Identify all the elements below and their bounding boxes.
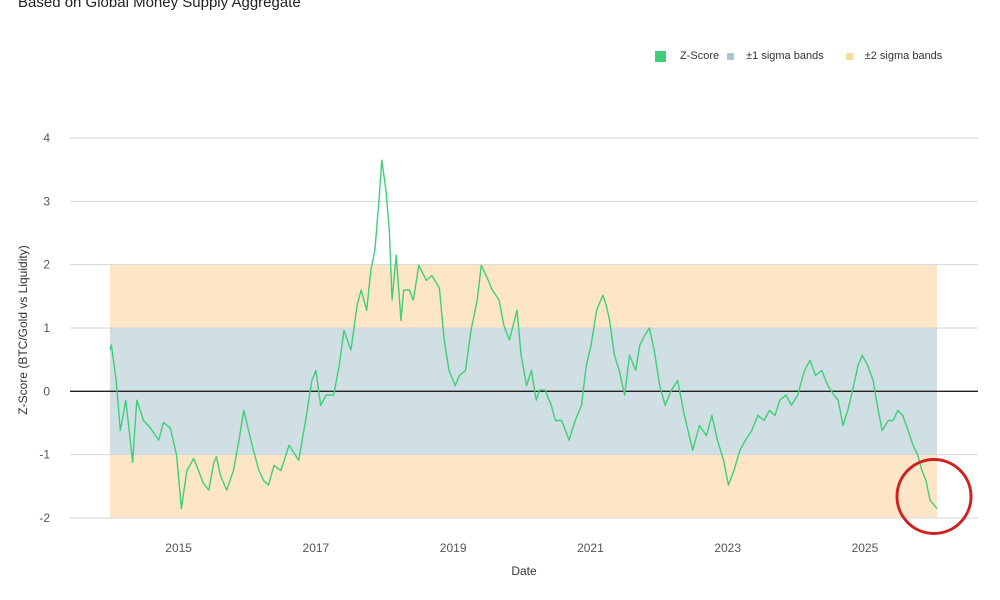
y-tick-label: -2 bbox=[39, 511, 50, 525]
legend-swatch-zscore bbox=[655, 50, 666, 62]
legend: Z-Score ±1 sigma bands ±2 sigma bands bbox=[655, 50, 942, 62]
y-tick-label: 1 bbox=[43, 321, 50, 335]
y-axis-label: Z-Score (BTC/Gold vs Liquidity) bbox=[16, 245, 30, 414]
x-tick-label: 2017 bbox=[303, 541, 330, 555]
y-tick-label: 0 bbox=[43, 384, 50, 398]
legend-swatch-sigma2 bbox=[845, 52, 853, 60]
x-tick-label: 2025 bbox=[852, 541, 879, 555]
x-tick-label: 2015 bbox=[165, 541, 192, 555]
y-tick-label: 2 bbox=[43, 258, 50, 272]
x-tick-label: 2021 bbox=[577, 541, 604, 555]
x-axis-label: Date bbox=[511, 564, 537, 578]
x-tick-label: 2019 bbox=[440, 541, 467, 555]
highlight-circle bbox=[895, 458, 973, 535]
zscore-line bbox=[109, 159, 938, 510]
y-tick-label: 3 bbox=[43, 194, 50, 208]
chart-subtitle: Based on Global Money Supply Aggregate bbox=[18, 0, 301, 11]
y-tick-label: 4 bbox=[43, 131, 50, 145]
legend-label-sigma1: ±1 sigma bands bbox=[746, 50, 824, 62]
legend-label-zscore: Z-Score bbox=[680, 50, 720, 62]
legend-label-sigma2: ±2 sigma bands bbox=[864, 50, 943, 62]
legend-swatch-sigma1 bbox=[727, 52, 735, 60]
y-tick-label: -1 bbox=[39, 448, 50, 462]
x-tick-label: 2023 bbox=[714, 541, 741, 555]
